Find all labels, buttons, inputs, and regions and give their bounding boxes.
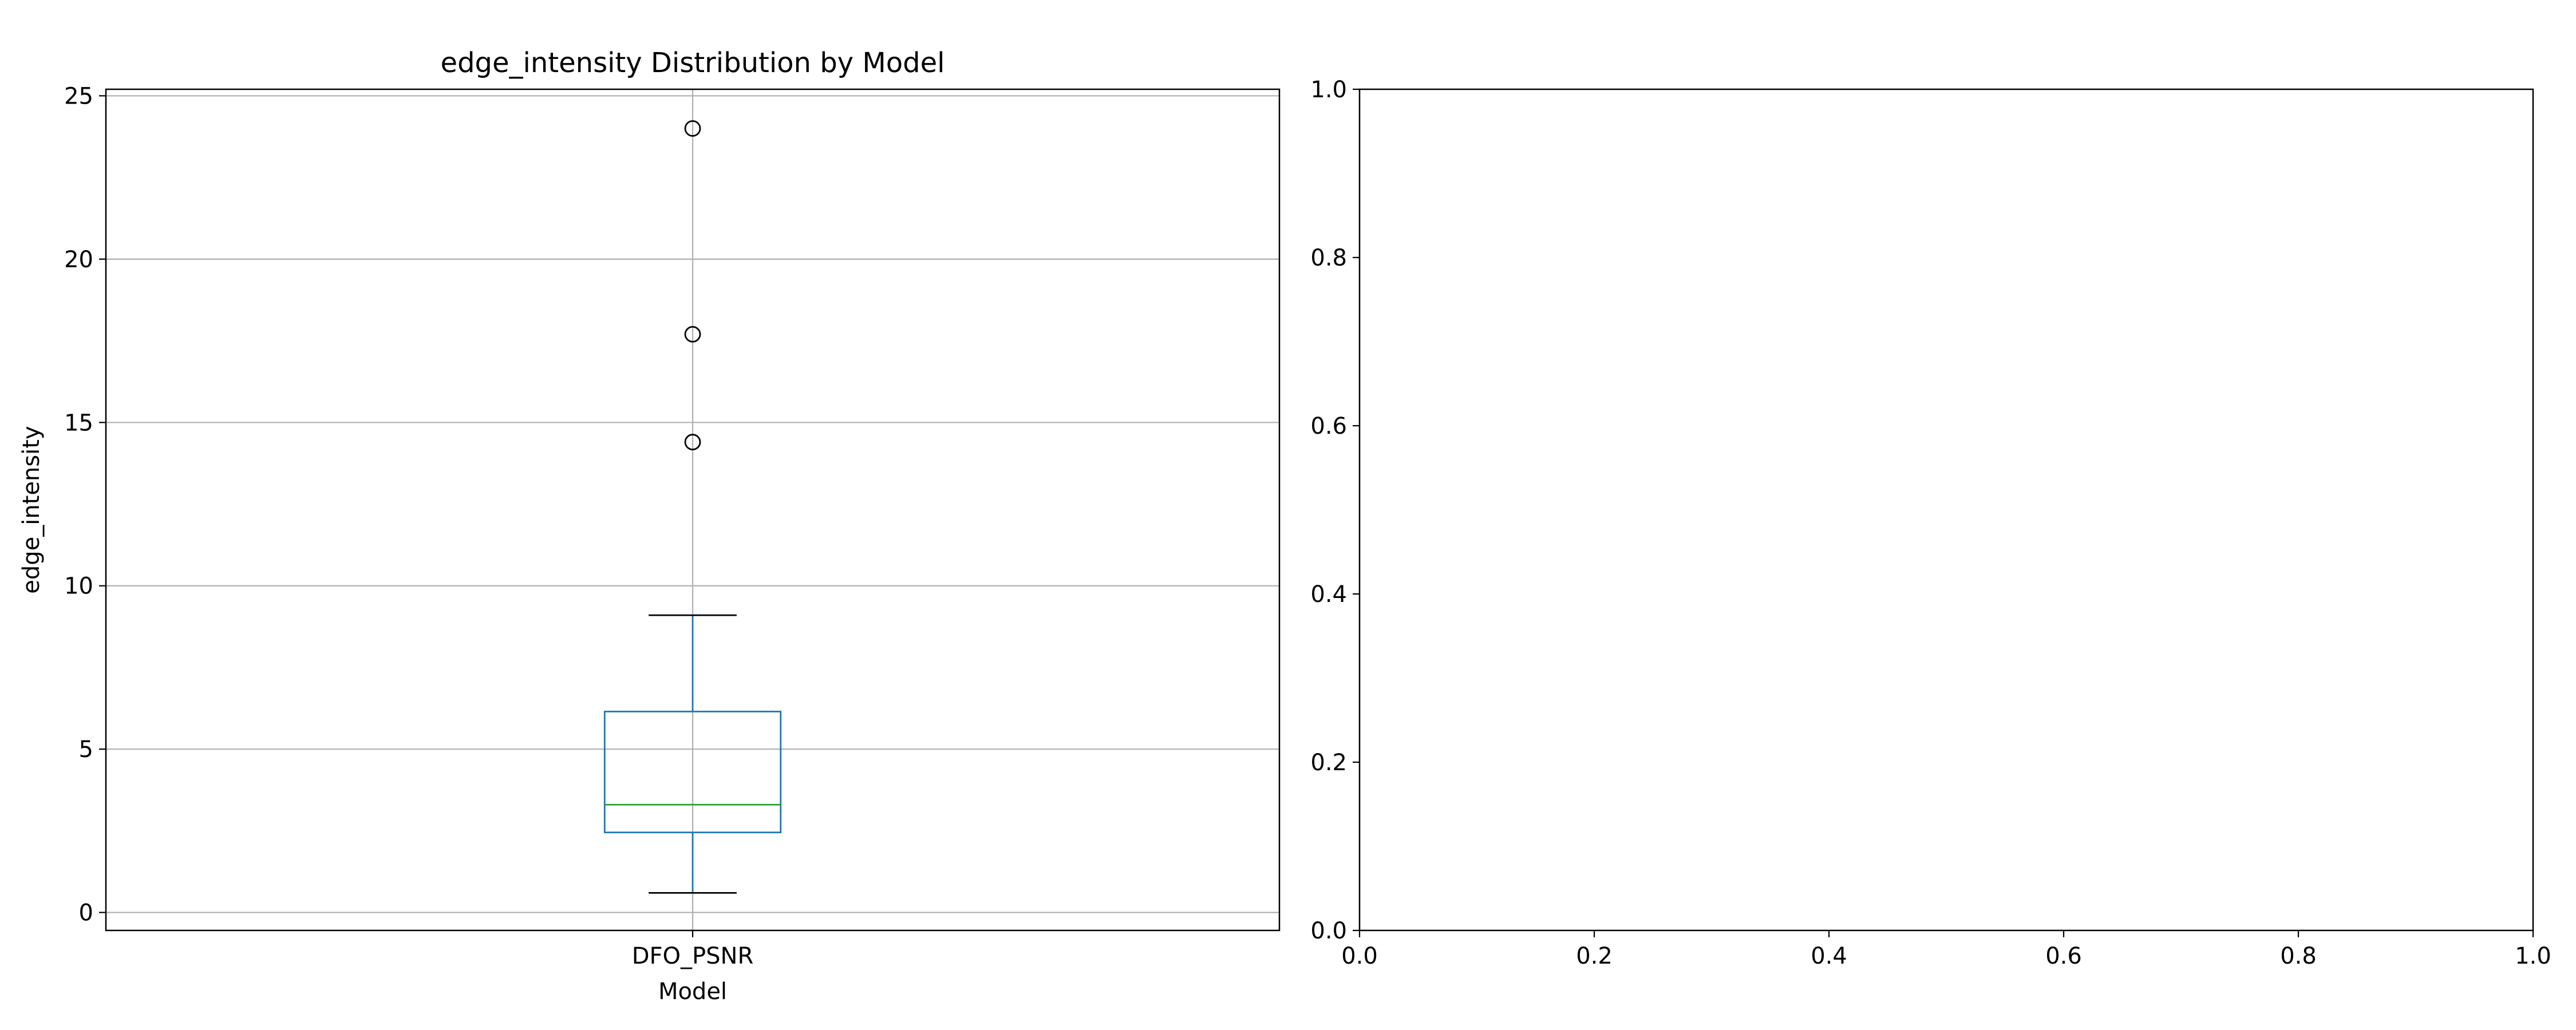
y-tick-label: 0.6 [1310, 413, 1347, 439]
y-tick-label: 1.0 [1310, 77, 1347, 103]
outlier-point [684, 120, 701, 137]
y-ticks: 0 5 10 15 20 25 [64, 83, 106, 926]
y-tick-label: 0.2 [1310, 750, 1347, 776]
y-tick-label: 0.0 [1310, 918, 1347, 944]
x-ticks: 0.0 0.2 0.4 0.6 0.8 1.0 [1341, 930, 2551, 969]
outlier-point [684, 434, 701, 450]
x-tick-label: 0.8 [2280, 943, 2317, 969]
grid-lines [106, 89, 1279, 930]
y-tick-label: 10 [64, 573, 93, 600]
x-ticks: DFO_PSNR [632, 930, 754, 969]
outlier-point [684, 326, 701, 343]
x-axis-label: Model [658, 978, 727, 1005]
x-tick-label: 0.6 [2045, 943, 2082, 969]
chart-title: edge_intensity Distribution by Model [441, 47, 945, 79]
x-tick-label: 0.4 [1811, 943, 1847, 969]
box-plot-axes: 0 5 10 15 20 25 DFO_PSNR edge_intensity Distr… [18, 47, 1281, 1005]
axes-frame [105, 88, 1281, 932]
y-axis-label: edge_intensity [18, 426, 45, 593]
box-plot-group [603, 120, 782, 894]
y-tick-label: 0 [79, 900, 93, 926]
x-tick-label: 0.0 [1341, 943, 1378, 969]
y-tick-label: 0.4 [1310, 581, 1347, 608]
x-tick-label: DFO_PSNR [632, 943, 754, 969]
empty-axes: 0.0 0.2 0.4 0.6 0.8 1.0 0.0 0.2 0.4 0.6 0.8 1.0 [1310, 77, 2551, 969]
y-ticks: 0.0 0.2 0.4 0.6 0.8 1.0 [1310, 77, 1360, 944]
y-tick-label: 5 [79, 736, 93, 763]
x-tick-label: 1.0 [2515, 943, 2551, 969]
x-tick-label: 0.2 [1576, 943, 1613, 969]
y-tick-label: 20 [64, 247, 93, 273]
axes-frame [1358, 88, 2534, 932]
y-tick-label: 15 [64, 410, 93, 436]
y-tick-label: 0.8 [1310, 245, 1347, 271]
y-tick-label: 25 [64, 83, 93, 109]
box-iqr [603, 711, 782, 834]
